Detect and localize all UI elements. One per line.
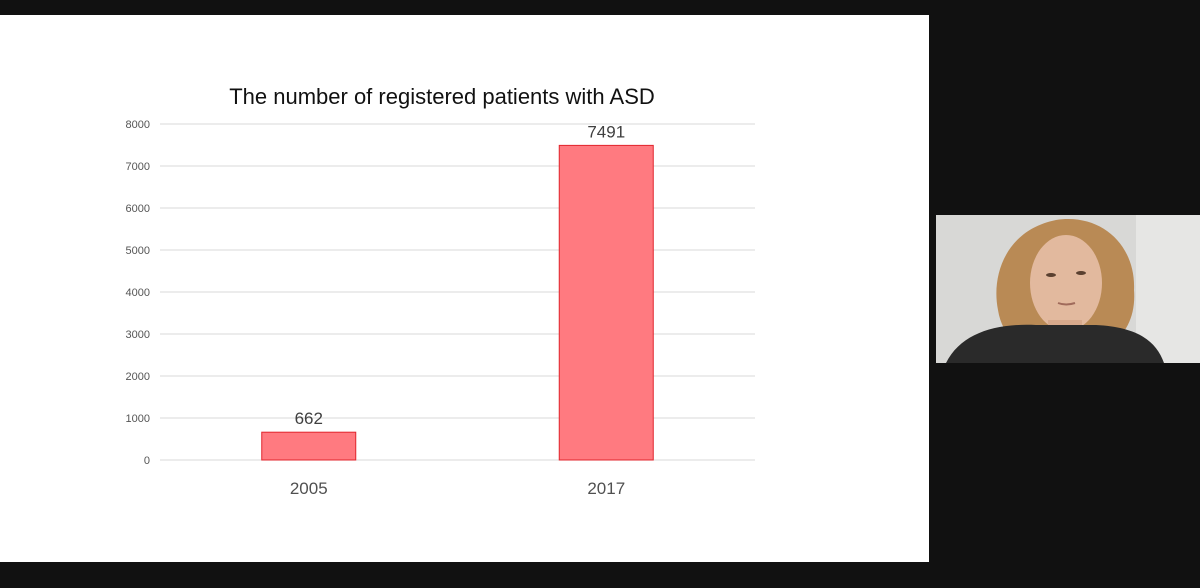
y-tick-label: 5000 [126,245,150,257]
y-tick-label: 2000 [126,371,150,383]
y-axis-tick-labels: 0 1000 2000 3000 4000 5000 6000 7000 8000 [126,119,150,467]
y-tick-label: 4000 [126,287,150,299]
y-tick-label: 7000 [126,161,150,173]
data-labels: 662 7491 [295,122,626,428]
bars [261,144,654,461]
presentation-slide: The number of registered patients with A… [0,15,929,562]
x-tick-label: 2005 [290,479,328,498]
y-tick-label: 8000 [126,119,150,131]
presenter-video-icon [936,215,1200,363]
webcam-video-tile[interactable] [936,215,1200,363]
y-tick-label: 1000 [126,413,150,425]
chart-title: The number of registered patients with A… [229,84,655,109]
y-tick-label: 6000 [126,203,150,215]
x-tick-label: 2017 [587,479,625,498]
bar [261,431,357,461]
bar-chart: The number of registered patients with A… [126,84,755,498]
data-label: 662 [295,409,323,428]
bar [558,144,654,461]
data-label: 7491 [587,122,625,141]
gridlines [160,123,755,461]
x-axis-tick-labels: 2005 2017 [290,479,625,498]
y-tick-label: 3000 [126,329,150,341]
y-tick-label: 0 [144,455,150,467]
